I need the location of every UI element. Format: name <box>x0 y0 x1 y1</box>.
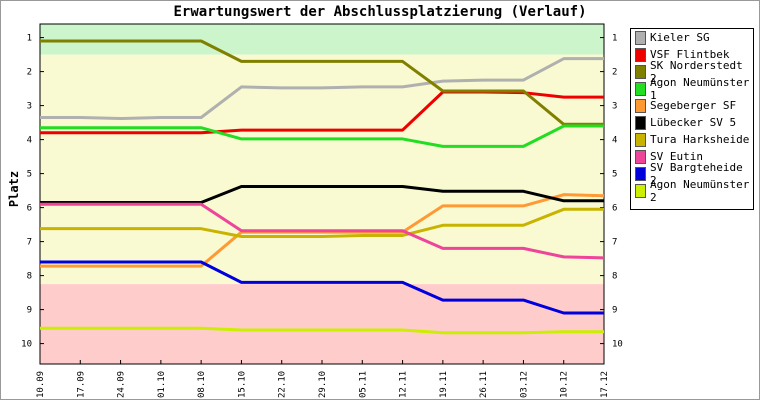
legend-label: Agon Neumünster 1 <box>650 75 750 102</box>
y-tick-label: 9 <box>27 306 32 316</box>
legend-item: Agon Neumünster 2 <box>631 178 753 204</box>
legend-item: Lübecker SV 5 <box>631 114 753 131</box>
series-line-sv-eutin <box>40 202 605 260</box>
legend-swatch <box>635 30 646 45</box>
y-tick-label-right: 2 <box>612 68 617 78</box>
y-tick-label: 6 <box>27 204 32 214</box>
series-line-sk-norderstedt-2 <box>40 39 604 126</box>
y-tick-label-right: 1 <box>612 34 617 44</box>
x-tick-label: 24.09 <box>117 371 127 398</box>
x-tick-label: 26.11 <box>479 371 489 398</box>
legend-item: Tura Harksheide <box>631 131 753 148</box>
legend: Kieler SG VSF Flintbek SK Norderstedt 2 Ago… <box>630 28 754 210</box>
y-tick-label: 4 <box>27 136 32 146</box>
legend-swatch <box>635 115 646 130</box>
y-tick-label-right: 7 <box>612 238 617 248</box>
y-tick-label-right: 3 <box>612 102 617 112</box>
legend-swatch <box>635 98 646 113</box>
legend-label: SV Eutin <box>650 150 703 163</box>
legend-label: Segeberger SF <box>650 99 737 112</box>
y-tick-label-right: 6 <box>612 204 617 214</box>
x-tick-label: 29.10 <box>318 371 328 398</box>
legend-item: VSF Flintbek <box>631 46 753 63</box>
legend-label: Agon Neumünster 2 <box>650 177 750 204</box>
x-tick-label: 03.12 <box>519 371 529 398</box>
y-tick-label-right: 8 <box>612 272 617 282</box>
y-tick-label-right: 5 <box>612 170 617 180</box>
legend-swatch <box>635 132 646 147</box>
legend-item: SV Eutin <box>631 148 753 165</box>
x-tick-label: 15.10 <box>237 371 247 398</box>
x-tick-label: 12.11 <box>399 371 409 398</box>
legend-item: Agon Neumünster 1 <box>631 76 753 102</box>
x-tick-label: 17.09 <box>76 371 86 398</box>
legend-swatch <box>635 81 646 96</box>
legend-item: Kieler SG <box>631 29 753 46</box>
y-tick-label: 3 <box>27 102 32 112</box>
y-tick-label: 5 <box>27 170 32 180</box>
series-line-agon-neum-nster-1 <box>40 124 604 148</box>
y-tick-label: 1 <box>27 34 32 44</box>
series-line-l-becker-sv-5 <box>40 185 604 204</box>
y-tick-label-right: 4 <box>612 136 617 146</box>
legend-swatch <box>635 166 646 181</box>
zone-band-0 <box>40 24 604 55</box>
y-tick-label: 7 <box>27 238 32 248</box>
legend-label: SV Bargteheide 2 <box>650 160 743 187</box>
legend-item: Segeberger SF <box>631 97 753 114</box>
series-line-sv-bargteheide-2 <box>40 260 604 315</box>
x-tick-label: 08.10 <box>197 371 207 398</box>
x-tick-label: 10.12 <box>560 371 570 398</box>
series-line-kieler-sg <box>40 57 604 121</box>
x-tick-label: 10.09 <box>36 371 46 398</box>
x-tick-label: 22.10 <box>278 371 288 398</box>
y-tick-label: 10 <box>21 340 32 350</box>
chart-title: Erwartungswert der Abschlussplatzierung … <box>173 4 587 20</box>
x-tick-label: 05.11 <box>358 371 368 398</box>
x-tick-label: 01.10 <box>157 371 167 398</box>
legend-swatch <box>635 47 646 62</box>
zone-band-2 <box>40 284 604 364</box>
y-tick-label: 8 <box>27 272 32 282</box>
x-tick-label: 19.11 <box>439 371 449 398</box>
legend-swatch <box>635 183 646 198</box>
series-line-tura-harksheide <box>40 207 604 238</box>
legend-label: VSF Flintbek <box>650 48 730 61</box>
y-tick-label-right: 10 <box>612 340 623 350</box>
legend-label: Tura Harksheide <box>650 133 750 146</box>
x-tick-label: 17.12 <box>600 371 610 398</box>
legend-label: SK Norderstedt 2 <box>650 58 743 85</box>
legend-label: Lübecker SV 5 <box>650 116 737 129</box>
series-line-agon-neum-nster-2 <box>40 326 604 335</box>
y-tick-label-right: 9 <box>612 306 617 316</box>
legend-item: SV Bargteheide 2 <box>631 161 753 187</box>
legend-label: Kieler SG <box>650 31 710 44</box>
legend-swatch <box>635 149 646 164</box>
y-tick-label: 2 <box>27 68 32 78</box>
legend-swatch <box>635 64 646 79</box>
legend-item: SK Norderstedt 2 <box>631 59 753 85</box>
